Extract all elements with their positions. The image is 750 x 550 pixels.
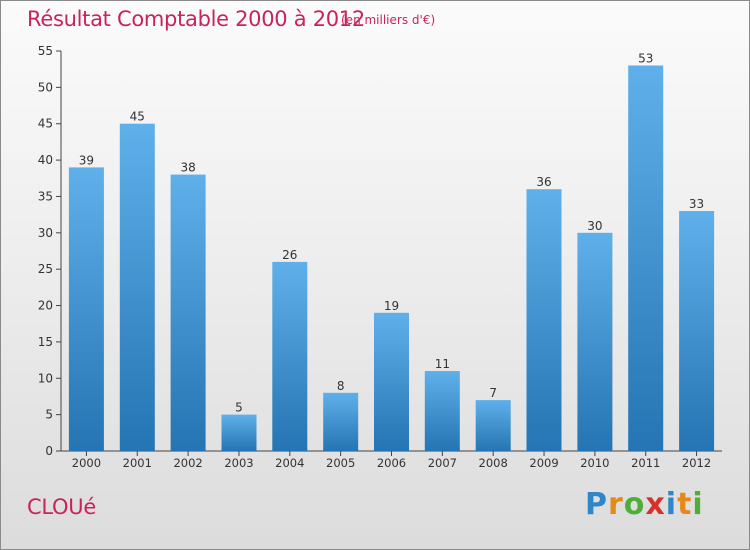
data-label: 7 bbox=[489, 386, 497, 400]
data-label: 36 bbox=[536, 175, 551, 189]
x-tick-label: 2007 bbox=[428, 456, 457, 470]
x-tick-label: 2008 bbox=[479, 456, 508, 470]
bars bbox=[68, 65, 715, 451]
x-tick-label: 2000 bbox=[72, 456, 101, 470]
x-tick-label: 2012 bbox=[682, 456, 711, 470]
logo-letter: o bbox=[623, 487, 646, 522]
proxiti-logo: Proxiti bbox=[585, 487, 704, 522]
bar bbox=[374, 312, 409, 451]
y-tick-label: 30 bbox=[38, 226, 53, 240]
data-label: 11 bbox=[435, 357, 450, 371]
data-labels: 39 45 38 5 26 8 19 11 7 36 30 53 33 bbox=[79, 52, 704, 415]
x-tick-label: 2006 bbox=[377, 456, 406, 470]
chart-subtitle: (en milliers d'€) bbox=[341, 13, 436, 27]
data-label: 30 bbox=[587, 219, 602, 233]
axes: 0 5 10 15 20 25 30 35 40 45 50 55 2000 2001 2002 2003 20… bbox=[38, 44, 722, 470]
x-tick-label: 2005 bbox=[326, 456, 355, 470]
bar bbox=[628, 65, 664, 451]
y-tick-label: 0 bbox=[45, 444, 53, 458]
y-tick-label: 25 bbox=[38, 262, 53, 276]
logo-letter: i bbox=[665, 487, 678, 522]
bar bbox=[679, 211, 715, 451]
x-tick-label: 2001 bbox=[123, 456, 152, 470]
x-tick-label: 2004 bbox=[275, 456, 304, 470]
y-tick-label: 10 bbox=[38, 371, 53, 385]
y-tick-label: 55 bbox=[38, 44, 53, 58]
data-label: 33 bbox=[689, 197, 704, 211]
x-tick-label: 2011 bbox=[631, 456, 660, 470]
data-label: 45 bbox=[130, 110, 145, 124]
logo-letter: P bbox=[585, 487, 608, 522]
x-tick-label: 2009 bbox=[529, 456, 558, 470]
x-tick-label: 2010 bbox=[580, 456, 609, 470]
y-tick-label: 15 bbox=[38, 335, 53, 349]
y-tick-label: 5 bbox=[45, 408, 53, 422]
logo-letter: t bbox=[677, 487, 693, 522]
bar bbox=[221, 414, 257, 451]
data-label: 8 bbox=[337, 379, 345, 393]
data-label: 19 bbox=[384, 299, 399, 313]
bar bbox=[526, 189, 562, 451]
bar bbox=[577, 232, 613, 451]
y-tick-label: 45 bbox=[38, 117, 53, 131]
logo-letter: i bbox=[692, 487, 704, 522]
data-label: 53 bbox=[638, 52, 653, 66]
x-tick-label: 2003 bbox=[224, 456, 253, 470]
bar bbox=[170, 174, 206, 451]
y-tick-label: 20 bbox=[38, 299, 53, 313]
y-tick-label: 50 bbox=[38, 80, 53, 94]
bar bbox=[475, 400, 511, 451]
commune-name: CLOUé bbox=[27, 495, 96, 519]
bar bbox=[272, 261, 308, 451]
data-label: 26 bbox=[282, 248, 297, 262]
bar bbox=[68, 167, 104, 451]
chart-title: Résultat Comptable 2000 à 2012 bbox=[27, 7, 365, 31]
logo-letter: x bbox=[645, 487, 666, 522]
logo-letter: r bbox=[608, 487, 624, 522]
y-tick-label: 40 bbox=[38, 153, 53, 167]
data-label: 5 bbox=[235, 401, 243, 415]
y-tick-label: 35 bbox=[38, 189, 53, 203]
bar bbox=[119, 123, 155, 451]
x-tick-label: 2002 bbox=[173, 456, 202, 470]
bar bbox=[323, 392, 359, 451]
data-label: 39 bbox=[79, 153, 94, 167]
data-label: 38 bbox=[180, 161, 195, 175]
bar bbox=[424, 371, 460, 451]
